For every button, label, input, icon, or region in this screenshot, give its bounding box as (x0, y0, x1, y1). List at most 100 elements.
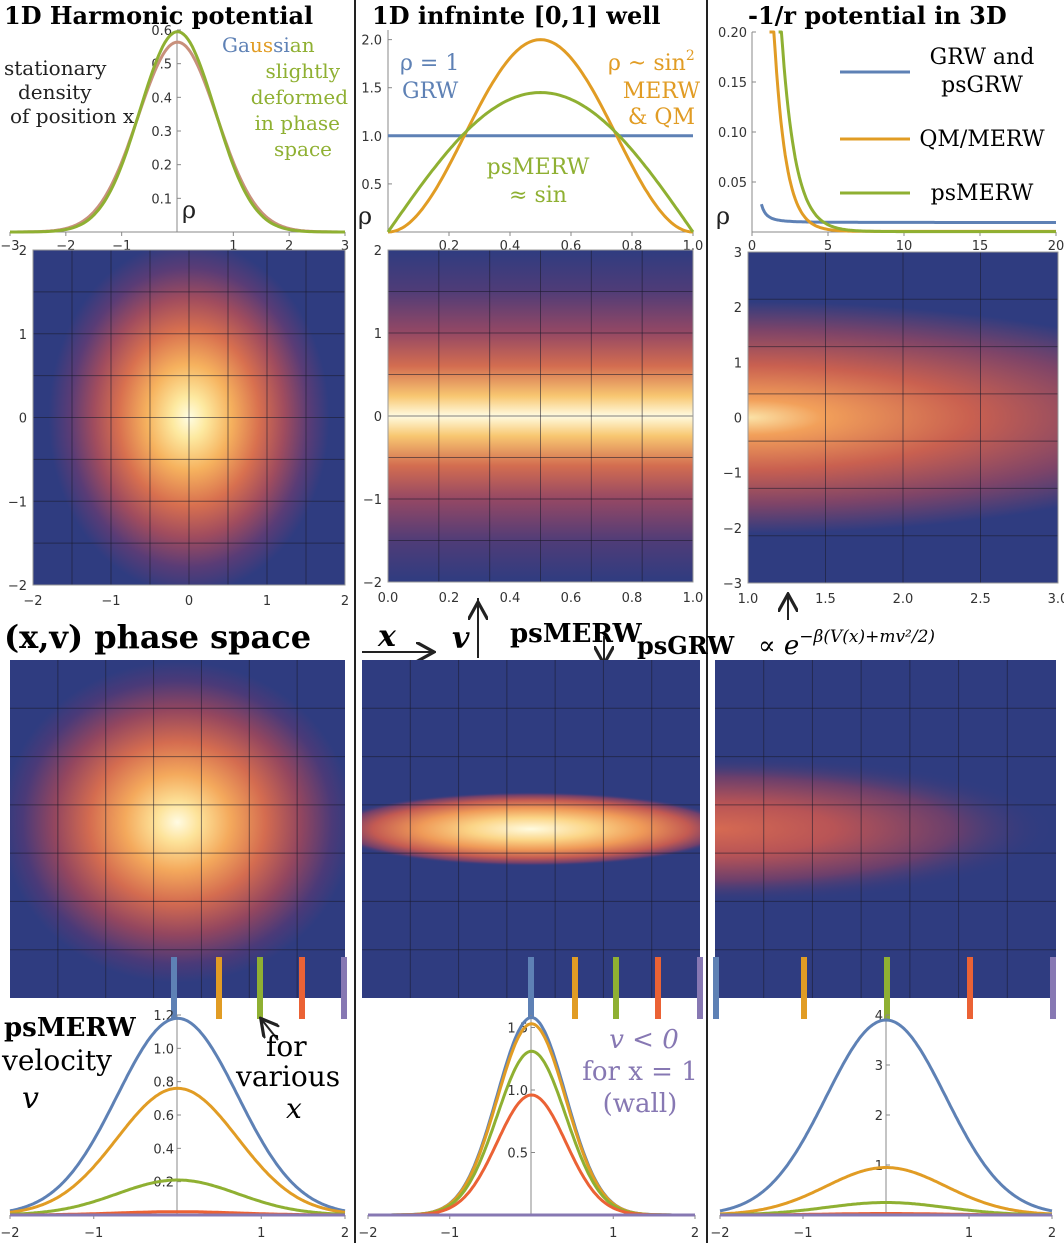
for-x1-label: for x = 1 (582, 1057, 698, 1087)
merw-label: MERW (623, 79, 701, 104)
x-marker (572, 957, 578, 1019)
map-y-tick-label: 1 (734, 356, 742, 371)
map-x-tick-label: 1.0 (683, 591, 704, 606)
psgrw-label: psGRW (637, 631, 735, 660)
v-arrow-label: v (452, 621, 470, 656)
x-tick-label: 1 (229, 239, 237, 254)
x-marker (171, 957, 177, 1019)
legend-label-merw: QM/MERW (919, 127, 1045, 152)
harmonic-title: 1D Harmonic potential (4, 1, 313, 30)
tick-labels: 0 5 10 15 20 0.05 0.10 0.15 0.20 (718, 26, 1064, 254)
map-x-tick-label: 1 (263, 594, 271, 609)
map-glow (715, 660, 1056, 998)
map-y-tick-label: −1 (8, 495, 27, 510)
map-x-tick-label: 2.0 (893, 592, 914, 607)
well-psgrw-map: 0.0 0.2 0.4 0.6 0.8 1.0 2 1 0 −1 −2 (363, 244, 704, 606)
y-tick-label: 0.6 (151, 24, 172, 39)
merw-rho-label: ρ ~ sin2 (608, 48, 695, 76)
map-x-tick-label: 0.8 (622, 591, 643, 606)
velocity-curve (9, 1086, 346, 1214)
rho-label: ρ (358, 202, 372, 230)
psmerw-sin-label: ≈ sin (509, 183, 567, 208)
map-x-tick-label: −2 (23, 594, 42, 609)
gaussian-note: Gaussian (222, 33, 315, 57)
grw-rho-label: ρ = 1 (400, 51, 459, 76)
x-marker (341, 957, 347, 1019)
curve-psmerw (386, 91, 695, 233)
map-y-tick-label: −2 (723, 522, 742, 537)
x-tick-label: 15 (972, 239, 989, 254)
map-y-tick-label: 3 (734, 246, 742, 261)
harmonic-psmerw-map (10, 660, 345, 998)
velocity-curves (368, 1016, 695, 1217)
gaussian-letter: i (283, 33, 289, 57)
well-velocity-plot: −2 −1 1 20.51.01.5 v < 0 for x = 1 (wall) (358, 1015, 699, 1241)
gaussian-word: Gaussian (222, 33, 315, 57)
x-marker (257, 957, 263, 1019)
x-marker (697, 957, 703, 1019)
x-marker (655, 957, 661, 1019)
x-arrow-label: x (377, 619, 397, 654)
well-density-plot: 1D infninte [0,1] well 0.2 0.4 0.6 0.8 1.00.… (358, 1, 703, 276)
y-tick-label: 0.5 (361, 178, 382, 193)
y-tick-label: 0.4 (153, 1142, 174, 1157)
density-curves (386, 38, 695, 234)
x-tick-label: 2 (285, 239, 293, 254)
velocity-curve (719, 1018, 1053, 1213)
y-tick-label: 0.10 (718, 126, 747, 141)
middle-labels: (x,v) phase space x v psMERW psGRW ∝ e−β… (4, 596, 935, 662)
map-y-tick-label: −2 (8, 579, 27, 594)
curve-psmerw (10, 30, 345, 234)
y-tick-label: 0.15 (718, 76, 747, 91)
grw-label: GRW (402, 79, 459, 104)
y-tick-label: 0.4 (151, 91, 172, 106)
map-y-tick-label: 0 (734, 412, 742, 427)
velocity-label: velocity (1, 1044, 112, 1077)
map-ticks: 0.0 0.2 0.4 0.6 0.8 1.0 2 1 0 −1 −2 (363, 244, 704, 606)
map-y-tick-label: 2 (19, 244, 27, 259)
y-tick-label: 0.1 (151, 192, 172, 207)
legend-label-psmerw: psMERW (931, 181, 1034, 206)
x-tick-label: −1 (440, 1226, 459, 1241)
well-psmerw-map (362, 660, 700, 998)
map-grid (388, 250, 693, 582)
map-y-tick-label: −1 (723, 467, 742, 482)
map-x-tick-label: 2 (341, 594, 349, 609)
coulomb-psgrw-map: 1.0 1.5 2.0 2.5 3.0 3 2 1 0 −1 −2 −3 (723, 246, 1064, 607)
various-label: various (235, 1060, 340, 1093)
map-ticks: −2 −1 0 1 2 2 1 0 −1 −2 (8, 244, 349, 609)
harmonic-psgrw-map: −2 −1 0 1 2 2 1 0 −1 −2 (8, 244, 349, 609)
x-marker (713, 957, 719, 1019)
x-marker (884, 957, 890, 1019)
x-tick-label: −2 (710, 1226, 729, 1241)
map-x-tick-label: 0.4 (500, 591, 521, 606)
curve-psmerw (778, 30, 1057, 234)
map-y-tick-label: 2 (374, 244, 382, 259)
x-marker (801, 957, 807, 1019)
harmonic-density-plot: 1D Harmonic potential −3 −2 −1 1 2 30.10.20.3… (0, 1, 349, 276)
x-tick-label: −1 (84, 1226, 103, 1241)
x-tick-label: 1 (609, 1226, 617, 1241)
rho-label: ρ (182, 196, 196, 224)
y-tick-label: 3 (875, 1059, 883, 1074)
ylabel-line2: density (18, 80, 92, 104)
y-tick-label: 0.3 (151, 125, 172, 140)
y-tick-label: 0.2 (151, 159, 172, 174)
tick-labels: −3 −2 −1 1 2 30.10.20.30.40.50.6 (0, 24, 349, 254)
map-x-tick-label: 0.2 (439, 591, 460, 606)
gaussian-letter: u (250, 33, 263, 57)
map-x-tick-label: 1.5 (815, 592, 836, 607)
velocity-curve (9, 1178, 346, 1216)
x-marker (216, 957, 222, 1019)
gaussian-letter: a (290, 33, 302, 57)
x-marker (528, 957, 534, 1019)
y-tick-label: 1.0 (361, 130, 382, 145)
ylabel-line1: stationary (4, 56, 107, 80)
x-tick-label: 1 (965, 1226, 973, 1241)
x-tick-label: 2 (341, 1226, 349, 1241)
v-label: v (22, 1081, 39, 1116)
legend-label-grw-2: psGRW (941, 73, 1023, 98)
psmerw-bottom-label: psMERW (4, 1013, 136, 1043)
note-line4: space (274, 137, 332, 161)
